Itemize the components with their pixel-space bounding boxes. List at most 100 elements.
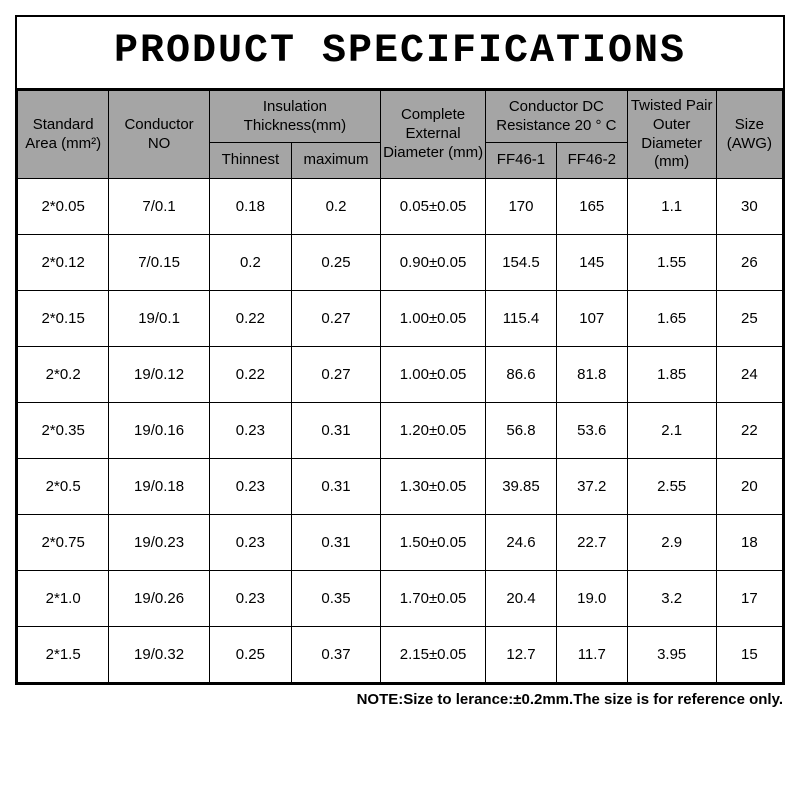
cell-tp: 2.9 xyxy=(627,515,716,571)
col-insulation-group: Insulation Thickness(mm) xyxy=(209,91,380,143)
cell-thin: 0.23 xyxy=(209,515,291,571)
page-title: PRODUCT SPECIFICATIONS xyxy=(17,17,783,90)
cell-area: 2*0.12 xyxy=(18,235,109,291)
cell-thin: 0.22 xyxy=(209,347,291,403)
cell-ff2: 107 xyxy=(556,291,627,347)
cell-area: 2*0.2 xyxy=(18,347,109,403)
cell-tp: 1.65 xyxy=(627,291,716,347)
cell-tp: 1.85 xyxy=(627,347,716,403)
cell-thin: 0.23 xyxy=(209,403,291,459)
cell-ff1: 20.4 xyxy=(486,571,557,627)
cell-ff1: 12.7 xyxy=(486,627,557,683)
cell-awg: 24 xyxy=(716,347,782,403)
cell-max: 0.35 xyxy=(292,571,381,627)
cell-cno: 19/0.18 xyxy=(109,459,209,515)
cell-thin: 0.23 xyxy=(209,459,291,515)
cell-max: 0.31 xyxy=(292,459,381,515)
col-twisted-pair: Twisted Pair Outer Diameter (mm) xyxy=(627,91,716,179)
cell-ff2: 81.8 xyxy=(556,347,627,403)
cell-ff1: 86.6 xyxy=(486,347,557,403)
table-row: 2*0.219/0.120.220.271.00±0.0586.681.81.8… xyxy=(18,347,783,403)
table-row: 2*0.519/0.180.230.311.30±0.0539.8537.22.… xyxy=(18,459,783,515)
cell-ff2: 53.6 xyxy=(556,403,627,459)
cell-ff2: 11.7 xyxy=(556,627,627,683)
cell-ff1: 56.8 xyxy=(486,403,557,459)
cell-awg: 26 xyxy=(716,235,782,291)
cell-ext: 1.00±0.05 xyxy=(381,291,486,347)
cell-tp: 2.55 xyxy=(627,459,716,515)
cell-ff1: 115.4 xyxy=(486,291,557,347)
table-row: 2*0.3519/0.160.230.311.20±0.0556.853.62.… xyxy=(18,403,783,459)
cell-awg: 15 xyxy=(716,627,782,683)
table-row: 2*0.127/0.150.20.250.90±0.05154.51451.55… xyxy=(18,235,783,291)
cell-ff2: 22.7 xyxy=(556,515,627,571)
cell-tp: 1.1 xyxy=(627,179,716,235)
col-standard-area: Standard Area (mm²) xyxy=(18,91,109,179)
cell-thin: 0.25 xyxy=(209,627,291,683)
cell-ext: 1.20±0.05 xyxy=(381,403,486,459)
table-row: 2*0.7519/0.230.230.311.50±0.0524.622.72.… xyxy=(18,515,783,571)
table-row: 2*1.519/0.320.250.372.15±0.0512.711.73.9… xyxy=(18,627,783,683)
cell-area: 2*0.75 xyxy=(18,515,109,571)
cell-ff2: 19.0 xyxy=(556,571,627,627)
cell-area: 2*0.35 xyxy=(18,403,109,459)
cell-awg: 18 xyxy=(716,515,782,571)
col-conductor-no: Conductor NO xyxy=(109,91,209,179)
table-row: 2*0.057/0.10.180.20.05±0.051701651.130 xyxy=(18,179,783,235)
table-body: 2*0.057/0.10.180.20.05±0.051701651.1302*… xyxy=(18,179,783,683)
cell-tp: 3.2 xyxy=(627,571,716,627)
col-ff46-2: FF46-2 xyxy=(556,143,627,179)
cell-ext: 1.50±0.05 xyxy=(381,515,486,571)
cell-area: 2*0.15 xyxy=(18,291,109,347)
table-row: 2*0.1519/0.10.220.271.00±0.05115.41071.6… xyxy=(18,291,783,347)
cell-awg: 25 xyxy=(716,291,782,347)
cell-tp: 1.55 xyxy=(627,235,716,291)
cell-ext: 0.90±0.05 xyxy=(381,235,486,291)
cell-thin: 0.22 xyxy=(209,291,291,347)
cell-area: 2*0.5 xyxy=(18,459,109,515)
cell-ext: 0.05±0.05 xyxy=(381,179,486,235)
cell-area: 2*1.5 xyxy=(18,627,109,683)
cell-cno: 19/0.12 xyxy=(109,347,209,403)
col-resistance-group: Conductor DC Resistance 20 ° C xyxy=(486,91,628,143)
cell-cno: 19/0.26 xyxy=(109,571,209,627)
cell-awg: 30 xyxy=(716,179,782,235)
cell-thin: 0.23 xyxy=(209,571,291,627)
cell-tp: 3.95 xyxy=(627,627,716,683)
cell-thin: 0.2 xyxy=(209,235,291,291)
cell-ext: 2.15±0.05 xyxy=(381,627,486,683)
cell-cno: 19/0.23 xyxy=(109,515,209,571)
footnote: NOTE:Size to lerance:±0.2mm.The size is … xyxy=(15,685,785,708)
cell-awg: 20 xyxy=(716,459,782,515)
cell-cno: 7/0.1 xyxy=(109,179,209,235)
cell-cno: 7/0.15 xyxy=(109,235,209,291)
cell-max: 0.25 xyxy=(292,235,381,291)
table-row: 2*1.019/0.260.230.351.70±0.0520.419.03.2… xyxy=(18,571,783,627)
cell-thin: 0.18 xyxy=(209,179,291,235)
cell-ext: 1.70±0.05 xyxy=(381,571,486,627)
cell-ext: 1.30±0.05 xyxy=(381,459,486,515)
col-ff46-1: FF46-1 xyxy=(486,143,557,179)
col-size-awg: Size (AWG) xyxy=(716,91,782,179)
cell-cno: 19/0.16 xyxy=(109,403,209,459)
spec-container: PRODUCT SPECIFICATIONS Standard Area (mm… xyxy=(15,15,785,685)
col-thinnest: Thinnest xyxy=(209,143,291,179)
cell-awg: 17 xyxy=(716,571,782,627)
col-complete-external: Complete External Diameter (mm) xyxy=(381,91,486,179)
cell-ff1: 24.6 xyxy=(486,515,557,571)
col-maximum: maximum xyxy=(292,143,381,179)
cell-max: 0.27 xyxy=(292,291,381,347)
cell-max: 0.2 xyxy=(292,179,381,235)
cell-tp: 2.1 xyxy=(627,403,716,459)
table-header: Standard Area (mm²) Conductor NO Insulat… xyxy=(18,91,783,179)
cell-max: 0.31 xyxy=(292,403,381,459)
cell-ff1: 170 xyxy=(486,179,557,235)
cell-max: 0.27 xyxy=(292,347,381,403)
cell-ff1: 154.5 xyxy=(486,235,557,291)
cell-ff2: 37.2 xyxy=(556,459,627,515)
cell-awg: 22 xyxy=(716,403,782,459)
cell-ff1: 39.85 xyxy=(486,459,557,515)
spec-table: Standard Area (mm²) Conductor NO Insulat… xyxy=(17,90,783,683)
cell-ext: 1.00±0.05 xyxy=(381,347,486,403)
cell-area: 2*0.05 xyxy=(18,179,109,235)
